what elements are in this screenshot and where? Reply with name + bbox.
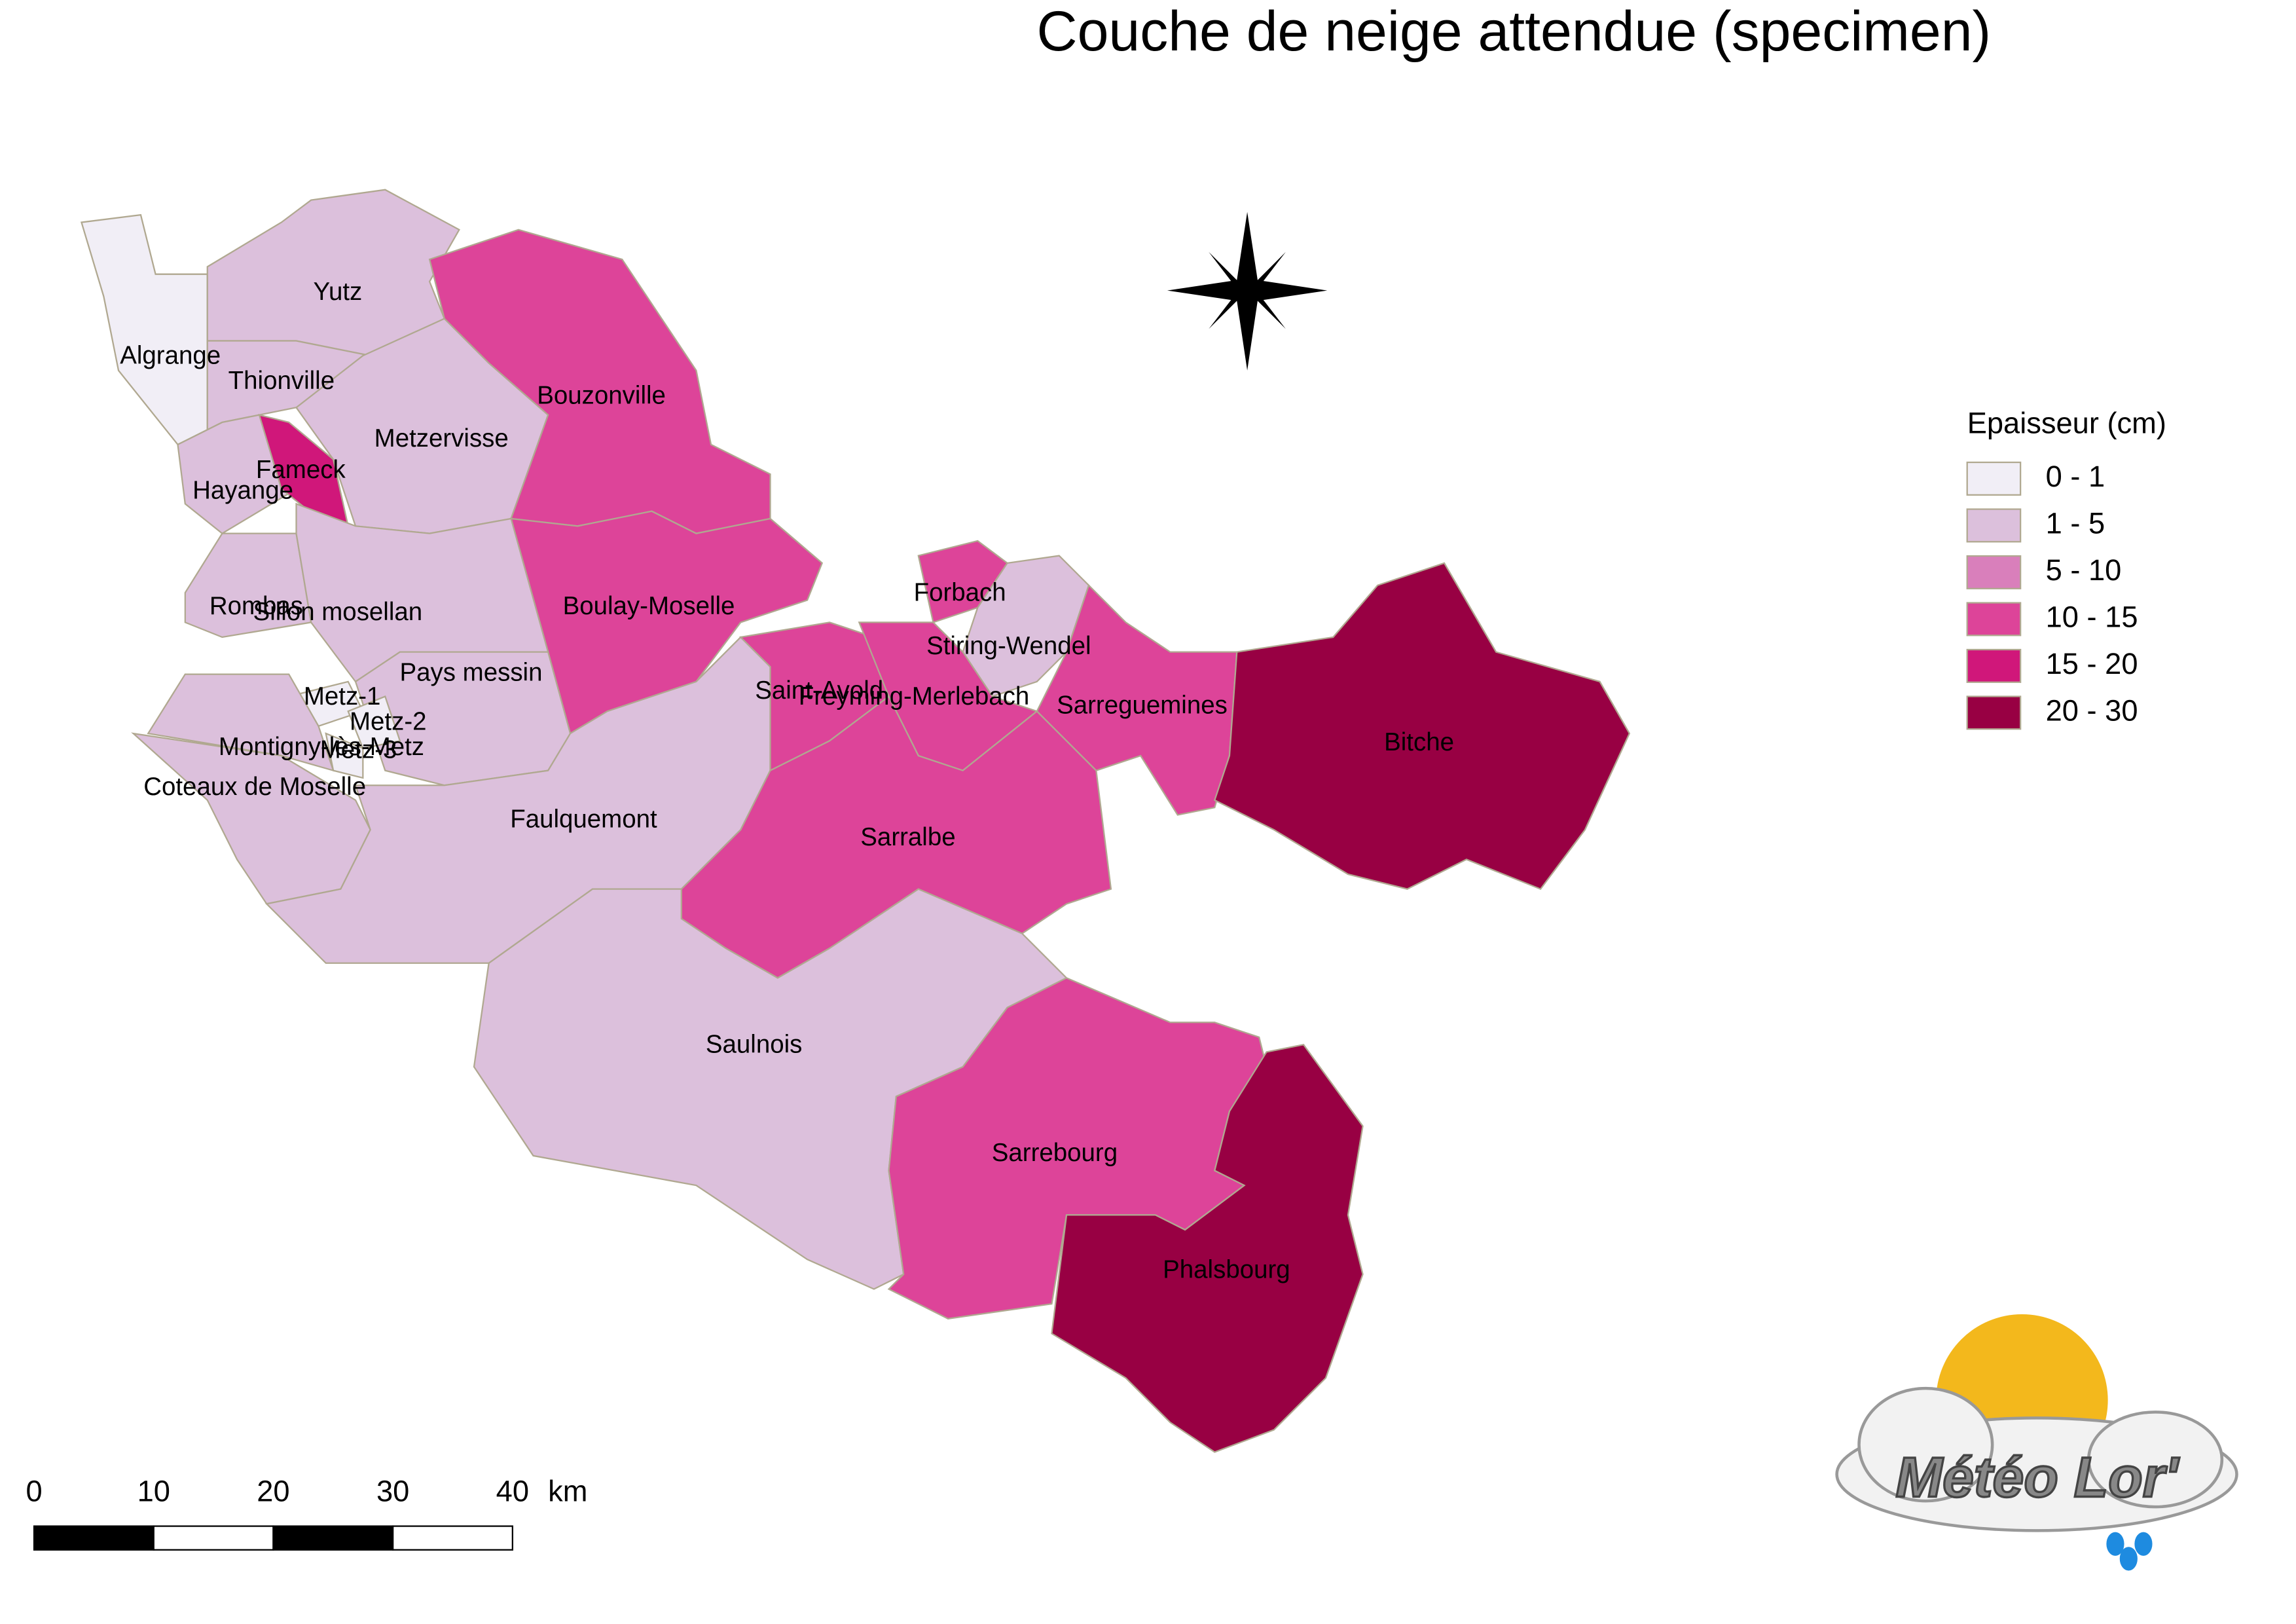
logo-text: Météo Lor' bbox=[1895, 1446, 2179, 1509]
legend-label: 1 - 5 bbox=[2046, 506, 2105, 540]
legend-label: 15 - 20 bbox=[2046, 647, 2138, 680]
region-label: Phalsbourg bbox=[1163, 1256, 1290, 1284]
legend-swatch bbox=[1966, 461, 2022, 496]
legend-swatch bbox=[1966, 508, 2022, 543]
region-label: Sarreguemines bbox=[1057, 692, 1228, 720]
scale-segment bbox=[153, 1525, 274, 1551]
logo-drop bbox=[2119, 1547, 2138, 1571]
scale-segment bbox=[272, 1525, 394, 1551]
compass bbox=[1167, 212, 1328, 371]
legend-label: 10 - 15 bbox=[2046, 600, 2138, 633]
region-label: Saulnois bbox=[706, 1031, 803, 1059]
region-label: Forbach bbox=[914, 579, 1006, 607]
region bbox=[1213, 562, 1631, 891]
region-label: Metz-2 bbox=[350, 707, 427, 735]
scale-label: 0 bbox=[26, 1475, 42, 1508]
region-label: Sarralbe bbox=[860, 823, 955, 851]
scale-label: 20 bbox=[257, 1475, 289, 1508]
region bbox=[80, 213, 208, 446]
regions bbox=[80, 189, 1631, 1453]
legend-title: Epaisseur (cm) bbox=[1967, 406, 2166, 439]
region-label: Saint-Avold bbox=[755, 676, 883, 705]
region bbox=[347, 695, 401, 750]
legend-swatch bbox=[1966, 555, 2022, 589]
scale-label: 40 bbox=[496, 1475, 529, 1508]
scale-unit: km bbox=[548, 1475, 587, 1508]
legend-swatch bbox=[1966, 695, 2022, 730]
scale-segment bbox=[392, 1525, 513, 1551]
scale-bar: 0 10 20 30 40 km bbox=[26, 1475, 587, 1551]
region-label: Stiring-Wendel bbox=[926, 632, 1091, 660]
region-label: Sarrebourg bbox=[992, 1139, 1118, 1167]
region-label: Metz-1 bbox=[304, 682, 381, 710]
region-label: Metz-3 bbox=[320, 735, 397, 764]
region-label: Metzervisse bbox=[374, 424, 509, 452]
region-label: Yutz bbox=[313, 278, 362, 306]
scale-label: 30 bbox=[376, 1475, 409, 1508]
legend-label: 5 - 10 bbox=[2046, 553, 2122, 587]
region-label: Hayange bbox=[192, 476, 293, 504]
logo: Météo Lor' bbox=[1835, 1314, 2238, 1571]
region-label: Bitche bbox=[1384, 728, 1454, 756]
compass-star bbox=[1167, 212, 1328, 371]
region bbox=[325, 732, 364, 779]
logo-cloud bbox=[2086, 1411, 2224, 1509]
region-label: Sillon mosellan bbox=[253, 598, 423, 626]
legend-label: 20 - 30 bbox=[2046, 693, 2138, 727]
region-label: Fameck bbox=[256, 456, 346, 484]
legend-swatch bbox=[1966, 602, 2022, 637]
legend-label: 0 - 1 bbox=[2046, 460, 2105, 493]
region-label: Pays messin bbox=[400, 659, 543, 687]
region-label: Freyming-Merlebach bbox=[799, 682, 1030, 710]
legend-swatch bbox=[1966, 648, 2022, 683]
region-label: Boulay-Moselle bbox=[563, 592, 735, 620]
region bbox=[147, 673, 335, 772]
legend: Epaisseur (cm) 0 - 1 1 - 5 5 - 10 10 - 15 15… bbox=[1966, 406, 2166, 730]
region-label: Bouzonville bbox=[537, 382, 666, 410]
map-title: Couche de neige attendue (specimen) bbox=[1037, 0, 1992, 63]
scale-segment bbox=[33, 1525, 155, 1551]
region bbox=[1051, 1043, 1364, 1453]
logo-drop bbox=[2134, 1532, 2153, 1556]
region-label: Faulquemont bbox=[510, 805, 657, 834]
region-label: Montigny-lès-Metz bbox=[219, 733, 424, 761]
logo-cloud bbox=[1857, 1386, 1994, 1503]
region-label: Coteaux de Moselle bbox=[143, 773, 366, 801]
region-label: Rombas bbox=[210, 592, 303, 620]
region-label: Thionville bbox=[228, 367, 335, 395]
region-label: Algrange bbox=[120, 342, 221, 370]
logo-drop bbox=[2106, 1532, 2124, 1556]
scale-label: 10 bbox=[137, 1475, 170, 1508]
